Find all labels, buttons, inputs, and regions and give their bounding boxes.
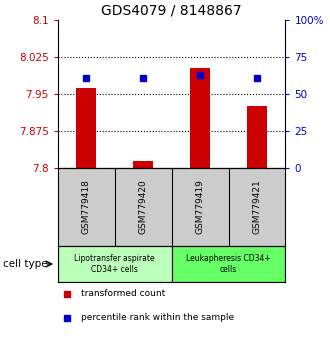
Text: GSM779418: GSM779418 xyxy=(82,179,91,234)
Bar xyxy=(190,68,210,168)
Bar xyxy=(76,87,96,168)
Text: Lipotransfer aspirate
CD34+ cells: Lipotransfer aspirate CD34+ cells xyxy=(74,254,155,274)
Bar xyxy=(58,246,172,282)
Text: GSM779420: GSM779420 xyxy=(139,179,148,234)
Bar xyxy=(133,161,153,168)
Bar xyxy=(172,246,285,282)
Text: GSM779421: GSM779421 xyxy=(252,179,261,234)
Text: percentile rank within the sample: percentile rank within the sample xyxy=(81,314,234,322)
Text: transformed count: transformed count xyxy=(81,290,165,298)
Text: Leukapheresis CD34+
cells: Leukapheresis CD34+ cells xyxy=(186,254,271,274)
Bar xyxy=(247,106,267,168)
Text: cell type: cell type xyxy=(3,259,48,269)
Title: GDS4079 / 8148867: GDS4079 / 8148867 xyxy=(101,4,242,17)
Text: GSM779419: GSM779419 xyxy=(196,179,205,234)
